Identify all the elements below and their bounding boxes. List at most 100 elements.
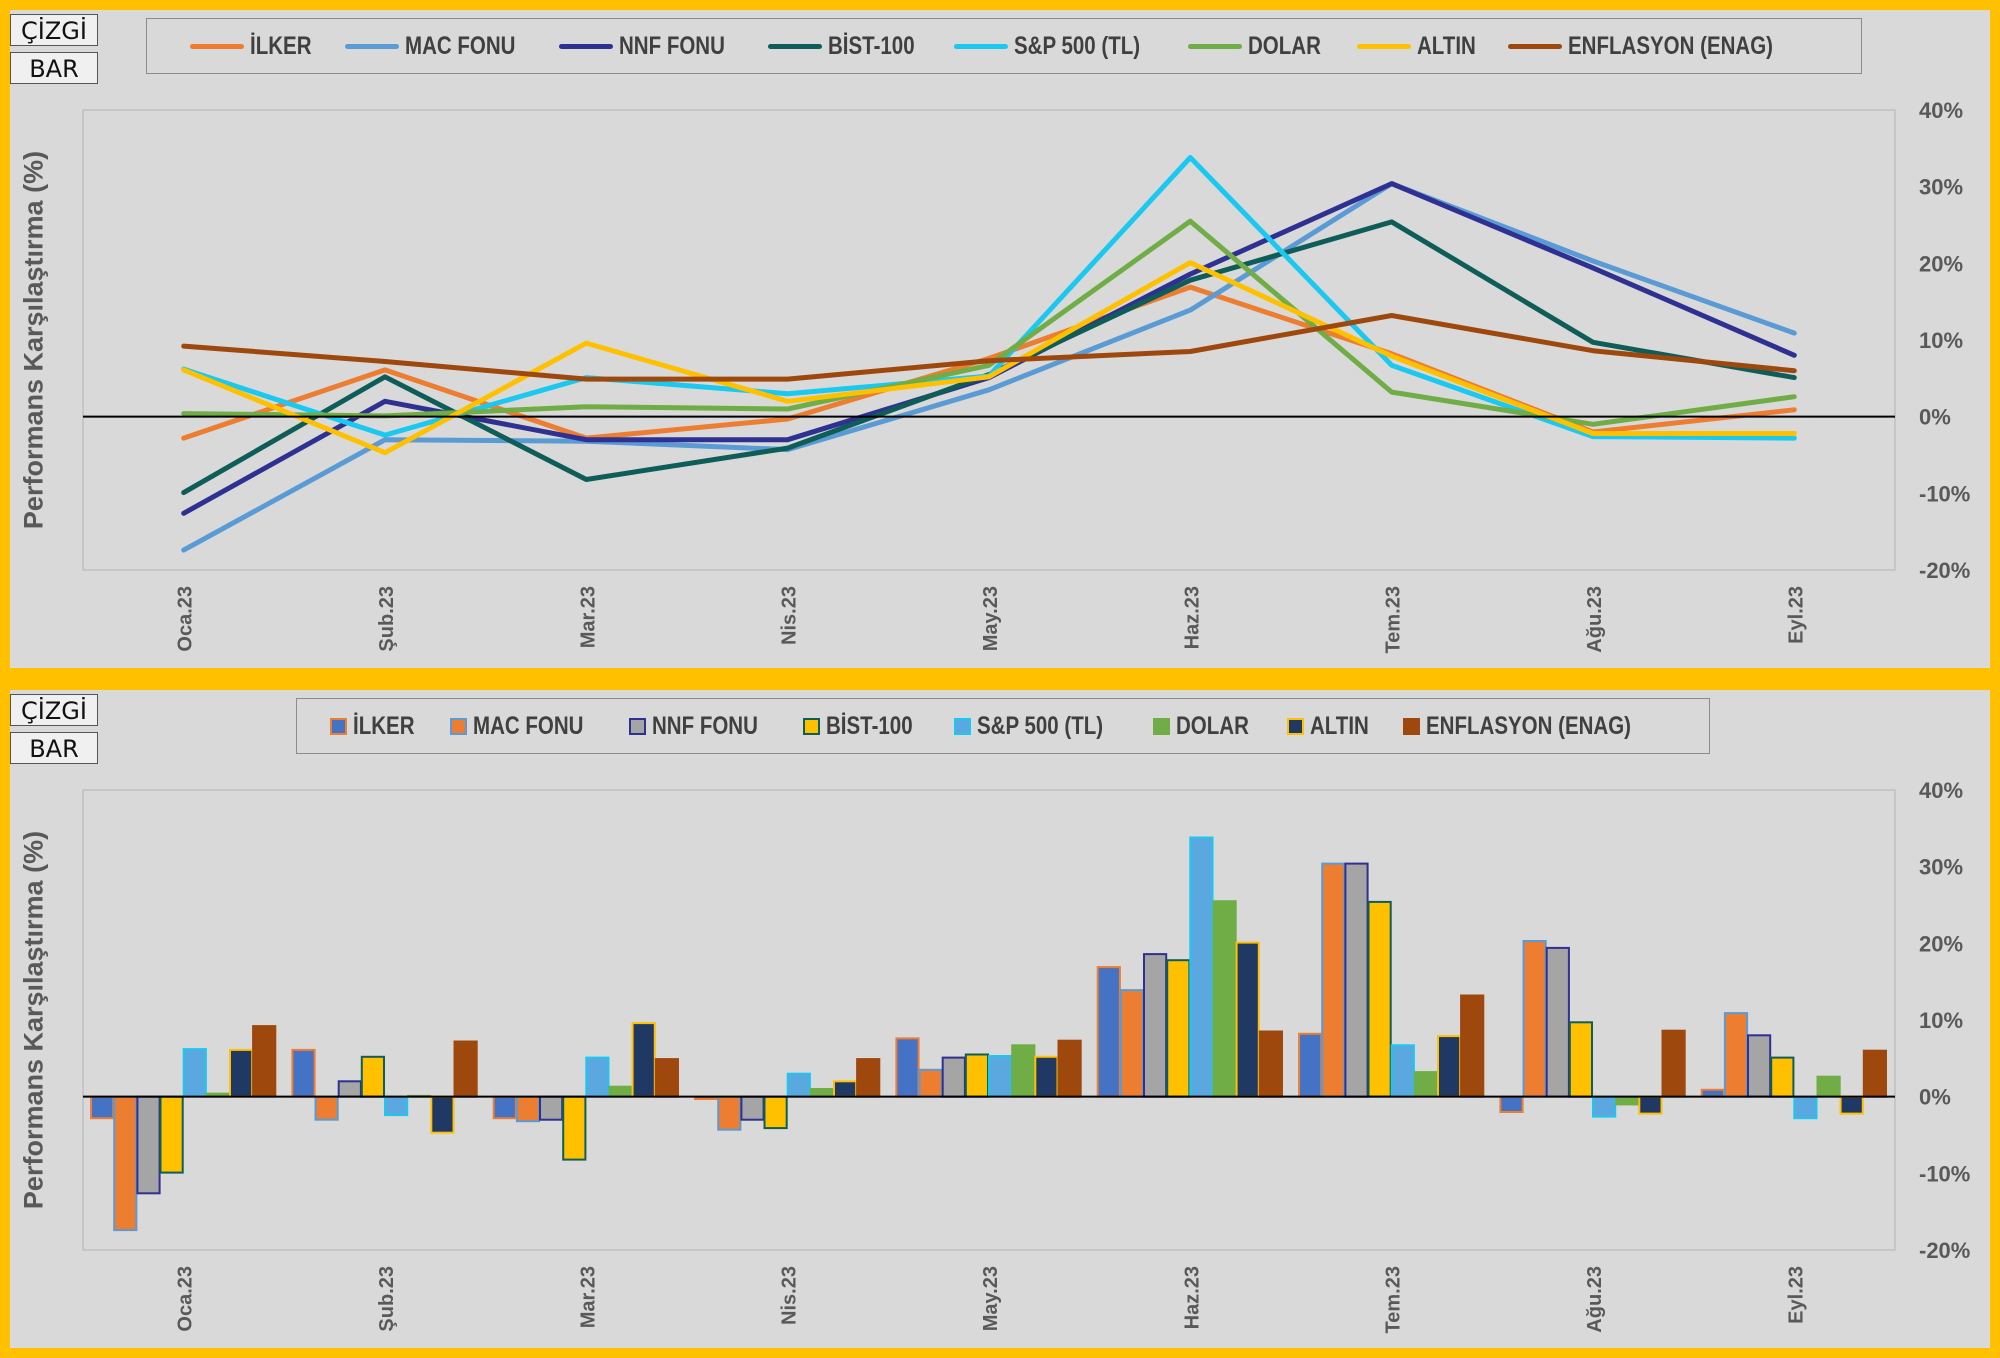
legend-label: ENFLASYON (ENAG) xyxy=(1568,31,1774,60)
legend-swatch xyxy=(344,43,399,49)
legend-item-i-lker: İLKER xyxy=(329,711,428,741)
bar-i-lker xyxy=(1700,1088,1725,1098)
bar-mac-fonu xyxy=(1522,940,1547,1098)
bar-sandp-500-tl xyxy=(1390,1044,1415,1098)
y-tick-label: 30% xyxy=(1919,175,1963,200)
legend-swatch xyxy=(803,717,821,735)
bar-altin xyxy=(1638,1095,1663,1115)
bar-chart-panel: ÇİZGİ BAR İLKER MAC FONU NNF FONU BİST-100 S… xyxy=(10,690,1990,1348)
bar-nnf-fonu xyxy=(337,1080,362,1098)
bar-i-lker xyxy=(1096,966,1121,1098)
legend-item-dolar: DOLAR xyxy=(1187,32,1337,61)
bar-bi-st-100 xyxy=(562,1095,587,1161)
bar-mac-fonu xyxy=(515,1095,541,1123)
legend-label: BİST-100 xyxy=(828,31,916,60)
legend-label: İLKER xyxy=(249,31,312,60)
legend-item-nnf-fonu: NNF FONU xyxy=(559,32,748,61)
bar-chart-button[interactable]: BAR xyxy=(10,732,98,764)
bar-altin xyxy=(1034,1055,1059,1098)
x-tick-label: May.23 xyxy=(980,1266,1002,1331)
bar-altin xyxy=(1437,1035,1462,1098)
legend-item-altin: ALTIN xyxy=(1356,31,1489,61)
legend-swatch xyxy=(1356,43,1411,49)
legend-label: ALTIN xyxy=(1416,31,1476,60)
legend-item-altin: ALTIN xyxy=(1286,712,1382,741)
legend-item-mac-fonu: MAC FONU xyxy=(449,711,608,741)
line-chart-button[interactable]: ÇİZGİ xyxy=(10,14,98,46)
bar-nnf-fonu xyxy=(539,1095,564,1121)
legend-label: S&P 500 (TL) xyxy=(977,711,1104,740)
plot-area-border xyxy=(82,109,1896,571)
bar-i-lker xyxy=(90,1095,115,1120)
x-tick-label: Oca.23 xyxy=(175,586,197,652)
legend-label: MAC FONU xyxy=(404,31,516,60)
bar-enflasyon-enag xyxy=(1258,1030,1284,1098)
bar-nnf-fonu xyxy=(1747,1034,1772,1098)
bar-nnf-fonu xyxy=(941,1056,966,1098)
y-tick-label: 10% xyxy=(1919,328,1963,353)
bar-mac-fonu xyxy=(1321,862,1346,1098)
bar-dolar xyxy=(1615,1095,1640,1106)
x-tick-label: Nis.23 xyxy=(779,1266,801,1325)
bar-sandp-500-tl xyxy=(384,1095,409,1117)
legend-item-enflasyon-enag: ENFLASYON (ENAG) xyxy=(1403,712,1676,741)
chart-legend: İLKER MAC FONU NNF FONU BİST-100 S&P 500 (TL… xyxy=(146,18,1862,74)
y-tick-label: -20% xyxy=(1919,558,1970,583)
legend-swatch xyxy=(768,43,823,49)
bar-nnf-fonu xyxy=(1545,946,1570,1098)
legend-label: NNF FONU xyxy=(652,711,759,740)
x-tick-label: Eyl.23 xyxy=(1785,586,1807,644)
bar-mac-fonu xyxy=(918,1068,943,1098)
bar-bi-st-100 xyxy=(1367,900,1392,1098)
legend-label: DOLAR xyxy=(1175,711,1249,740)
bar-chart-button[interactable]: BAR xyxy=(10,52,98,84)
bar-i-lker xyxy=(492,1095,517,1120)
x-tick-label: Şub.23 xyxy=(376,1266,398,1332)
legend-label: BİST-100 xyxy=(826,711,914,740)
legend-swatch xyxy=(189,43,244,49)
bar-enflasyon-enag xyxy=(1460,994,1485,1098)
legend-label: İLKER xyxy=(352,711,415,740)
x-tick-label: Tem.23 xyxy=(1383,586,1405,653)
bar-i-lker xyxy=(291,1048,316,1098)
bar-nnf-fonu xyxy=(1344,862,1369,1098)
series-line-mac-fonu xyxy=(181,181,1797,553)
bar-sandp-500-tl xyxy=(1189,836,1214,1098)
x-tick-label: Mar.23 xyxy=(577,1266,599,1328)
bar-nnf-fonu xyxy=(1143,953,1168,1098)
bar-dolar xyxy=(1816,1075,1841,1098)
bar-altin xyxy=(229,1048,254,1098)
bar-dolar xyxy=(1011,1044,1036,1098)
x-tick-label: Haz.23 xyxy=(1181,1266,1203,1329)
bar-mac-fonu xyxy=(717,1095,742,1131)
bar-sandp-500-tl xyxy=(182,1048,207,1098)
x-tick-label: Ağu.23 xyxy=(1584,586,1606,653)
y-tick-label: 20% xyxy=(1919,931,1963,956)
bar-nnf-fonu xyxy=(136,1095,161,1195)
y-tick-label: 40% xyxy=(1919,98,1963,123)
y-tick-label: 0% xyxy=(1919,405,1951,430)
chart-legend: İLKER MAC FONU NNF FONU BİST-100 S&P 500 (TL… xyxy=(296,698,1710,754)
x-tick-label: Tem.23 xyxy=(1383,1266,1405,1333)
x-tick-label: Ağu.23 xyxy=(1584,1266,1606,1333)
y-tick-label: 30% xyxy=(1919,855,1963,880)
y-tick-label: -20% xyxy=(1919,1238,1970,1263)
legend-swatch xyxy=(559,43,614,49)
x-tick-label: Oca.23 xyxy=(175,1266,197,1332)
bar-enflasyon-enag xyxy=(654,1058,679,1098)
bar-dolar xyxy=(1413,1071,1439,1098)
bar-altin xyxy=(1839,1095,1864,1115)
bar-bi-st-100 xyxy=(360,1055,385,1098)
bar-sandp-500-tl xyxy=(988,1055,1013,1098)
bar-dolar xyxy=(809,1088,834,1098)
bar-enflasyon-enag xyxy=(1661,1029,1686,1098)
line-chart-button[interactable]: ÇİZGİ xyxy=(10,694,98,726)
bar-bi-st-100 xyxy=(1770,1056,1795,1098)
bar-i-lker xyxy=(895,1037,920,1098)
bar-mac-fonu xyxy=(314,1095,339,1121)
bar-altin xyxy=(430,1095,455,1134)
bar-mac-fonu xyxy=(113,1095,138,1232)
y-tick-label: -10% xyxy=(1919,1161,1970,1186)
y-tick-label: 20% xyxy=(1919,251,1963,276)
legend-label: MAC FONU xyxy=(472,711,584,740)
